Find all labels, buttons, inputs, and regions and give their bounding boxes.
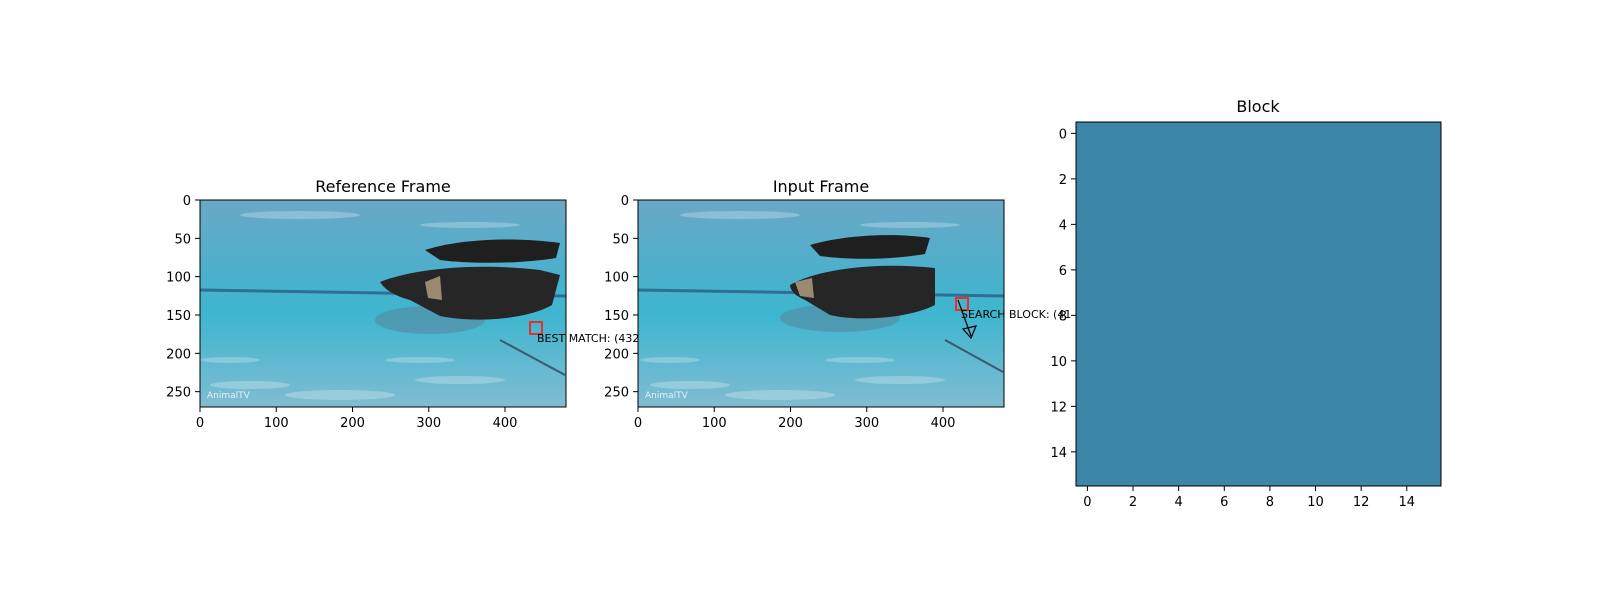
- block-ticks: 0 2 4 6 8 10 12 14 0 2 4 6 8 10 12 14: [1050, 127, 1415, 510]
- reference-watermark: AnimalTV: [207, 391, 251, 401]
- block-ytick-label: 0: [1059, 127, 1067, 142]
- reference-xtick-label: 300: [416, 416, 441, 431]
- block-title: Block: [1236, 97, 1280, 116]
- reference-ytick-label: 100: [166, 271, 191, 286]
- reference-ytick-label: 250: [166, 386, 191, 401]
- motion-arrowhead: [961, 325, 978, 340]
- input-frame-panel: Input Frame AnimalTV 0 100 200 300 400050100…: [604, 177, 1071, 431]
- input-frame-image: AnimalTV: [638, 200, 1004, 407]
- reference-xtick-label: 100: [264, 416, 289, 431]
- block-ytick-label: 4: [1059, 218, 1067, 233]
- input-frame-title: Input Frame: [773, 177, 869, 196]
- input-frame-ticks: 0 100 200 300 400 0 50 100 150 200 250: [604, 194, 955, 431]
- reference-ytick-label: 200: [166, 347, 191, 362]
- reference-xtick-label: 400: [493, 416, 518, 431]
- block-ytick-label: 12: [1050, 400, 1067, 415]
- reference-frame-axes: [199, 199, 567, 408]
- block-xtick-label: 0: [1083, 495, 1091, 510]
- block-ytick-label: 6: [1059, 264, 1067, 279]
- block-heatmap: [1075, 121, 1442, 487]
- block-xtick-label: 2: [1129, 495, 1137, 510]
- input-ytick-label: 150: [604, 309, 629, 324]
- reference-xtick-label: 200: [340, 416, 365, 431]
- input-xtick-label: 0: [634, 416, 642, 431]
- input-ytick-label: 0: [621, 194, 629, 209]
- search-block-label: SEARCH BLOCK: (41: [961, 308, 1071, 321]
- block-xtick-label: 10: [1307, 495, 1324, 510]
- reference-ytick-label: 0: [183, 194, 191, 209]
- input-frame-axes: [637, 199, 1005, 408]
- input-ytick-label: 250: [604, 386, 629, 401]
- input-ytick-label: 100: [604, 271, 629, 286]
- input-xtick-label: 100: [702, 416, 727, 431]
- reference-frame-panel: Reference Frame AnimalTV 0 100 200 300 400 0 5…: [166, 177, 639, 431]
- input-xtick-label: 400: [931, 416, 956, 431]
- reference-ytick-label: 150: [166, 309, 191, 324]
- input-watermark: AnimalTV: [645, 391, 689, 401]
- block-ytick-label: 8: [1059, 309, 1067, 324]
- block-xtick-label: 12: [1353, 495, 1370, 510]
- reference-xtick-label: 0: [196, 416, 204, 431]
- block-xtick-label: 6: [1220, 495, 1228, 510]
- reference-frame-image: AnimalTV: [200, 200, 566, 407]
- input-xtick-label: 300: [854, 416, 879, 431]
- best-match-box: [529, 321, 543, 335]
- best-match-label: BEST MATCH: (432: [537, 332, 639, 345]
- block-xtick-label: 8: [1266, 495, 1274, 510]
- reference-frame-ticks: 0 100 200 300 400 0 50 100 150 200 250: [166, 194, 517, 431]
- block-panel: Block 0 2 4 6 8 10 12 14 0 2 4 6 8 10 12 14: [1050, 97, 1442, 510]
- input-ytick-label: 50: [612, 232, 629, 247]
- reference-frame-title: Reference Frame: [315, 177, 451, 196]
- block-ytick-label: 14: [1050, 446, 1067, 461]
- motion-arrow: [957, 299, 972, 337]
- input-xtick-label: 200: [778, 416, 803, 431]
- block-ytick-label: 10: [1050, 355, 1067, 370]
- reference-ytick-label: 50: [174, 232, 191, 247]
- block-xtick-label: 4: [1175, 495, 1183, 510]
- block-xtick-label: 14: [1399, 495, 1416, 510]
- block-ytick-label: 2: [1059, 173, 1067, 188]
- input-ytick-label: 200: [604, 347, 629, 362]
